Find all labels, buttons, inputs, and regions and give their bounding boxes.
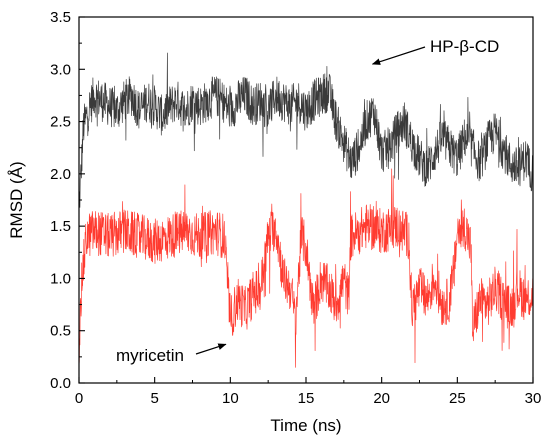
x-tick-label: 15 (298, 390, 315, 407)
axes-group: 0 5 10 15 20 25 30 0.0 0.5 1.0 1.5 2.0 2.5 3.0 3.5 (50, 9, 541, 407)
annotation-label: myricetin (116, 346, 184, 365)
y-tick-label: 1.0 (50, 270, 71, 287)
x-tick-label: 30 (525, 390, 542, 407)
y-tick-label: 0.0 (50, 375, 71, 392)
annotations-group: HP-β-CD myricetin (116, 37, 499, 365)
annotation-arrow (195, 343, 227, 355)
y-tick-label: 2.0 (50, 166, 71, 183)
series-line-1 (78, 52, 534, 208)
x-axis-title: Time (ns) (270, 416, 341, 435)
series-line-2 (78, 168, 534, 368)
plot-frame (78, 16, 534, 384)
y-tick-label: 1.5 (50, 218, 71, 235)
x-tick-label: 5 (150, 390, 158, 407)
annotation-label: HP-β-CD (430, 37, 499, 56)
x-tick-label: 0 (75, 390, 83, 407)
x-tick-label: 20 (373, 390, 390, 407)
y-tick-label: 3.5 (50, 9, 71, 26)
x-tick-label: 10 (222, 390, 239, 407)
series-group (78, 52, 534, 368)
x-tick-label: 25 (449, 390, 466, 407)
y-tick-label: 3.0 (50, 61, 71, 78)
y-tick-label: 0.5 (50, 323, 71, 340)
y-axis-title: RMSD (Å) (7, 161, 26, 238)
y-tick-label: 2.5 (50, 114, 71, 131)
annotation-arrow (371, 46, 426, 65)
